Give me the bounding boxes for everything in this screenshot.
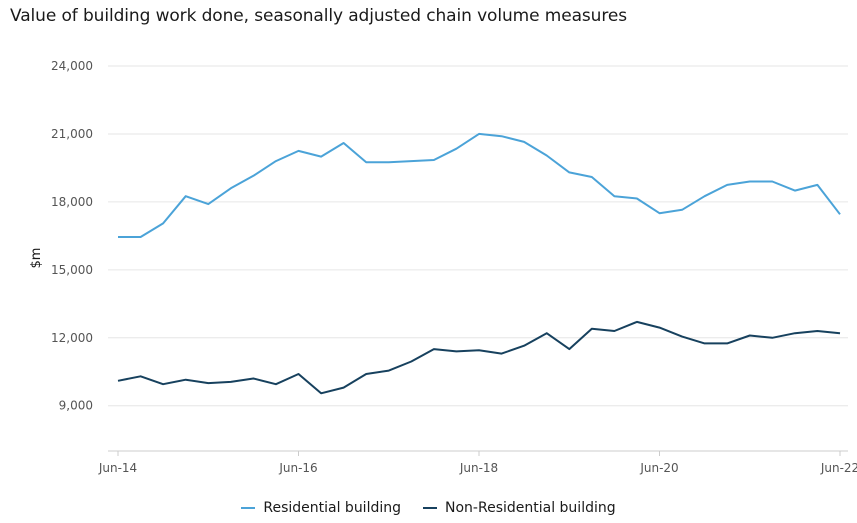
legend-item-non-residential[interactable]: Non-Residential building: [423, 500, 616, 516]
series-line-residential[interactable]: [118, 132, 841, 238]
data-point[interactable]: [228, 379, 234, 385]
x-tick-label: Jun-22: [820, 461, 857, 475]
data-point[interactable]: [657, 325, 663, 331]
y-tick-label: 15,000: [51, 263, 93, 277]
data-point[interactable]: [792, 330, 798, 336]
data-point[interactable]: [408, 359, 414, 365]
data-point[interactable]: [589, 326, 595, 332]
data-point[interactable]: [679, 207, 685, 213]
y-tick-label: 9,000: [59, 399, 93, 413]
y-axis-title: $m: [29, 248, 44, 269]
data-point[interactable]: [296, 148, 302, 154]
data-point[interactable]: [634, 195, 640, 201]
data-point[interactable]: [205, 201, 211, 207]
data-point[interactable]: [724, 340, 730, 346]
data-point[interactable]: [476, 131, 482, 137]
x-tick-label: Jun-14: [98, 461, 137, 475]
data-point[interactable]: [702, 193, 708, 199]
data-point[interactable]: [657, 210, 663, 216]
data-point[interactable]: [724, 182, 730, 188]
data-point[interactable]: [747, 333, 753, 339]
data-point[interactable]: [476, 347, 482, 353]
data-point[interactable]: [814, 328, 820, 334]
data-point[interactable]: [408, 158, 414, 164]
data-point[interactable]: [544, 330, 550, 336]
data-point[interactable]: [386, 368, 392, 374]
data-point[interactable]: [453, 348, 459, 354]
data-point[interactable]: [769, 335, 775, 341]
data-point[interactable]: [499, 133, 505, 139]
gridlines: [108, 65, 848, 407]
data-point[interactable]: [837, 211, 843, 217]
data-point[interactable]: [566, 169, 572, 175]
data-point[interactable]: [521, 343, 527, 349]
data-point[interactable]: [589, 174, 595, 180]
y-tick-label: 18,000: [51, 195, 93, 209]
data-point[interactable]: [386, 159, 392, 165]
y-tick-label: 24,000: [51, 59, 93, 73]
data-point[interactable]: [138, 234, 144, 240]
data-point[interactable]: [250, 173, 256, 179]
line-chart: 9,000 12,000 15,000 18,000 21,000 24,000 Jun-1…: [29, 59, 857, 475]
series-line-non-residential[interactable]: [117, 320, 841, 395]
data-point[interactable]: [341, 385, 347, 391]
data-point[interactable]: [115, 378, 121, 384]
data-point[interactable]: [814, 182, 820, 188]
data-point[interactable]: [205, 380, 211, 386]
data-point[interactable]: [228, 185, 234, 191]
data-point[interactable]: [566, 346, 572, 352]
data-point[interactable]: [273, 158, 279, 164]
data-point[interactable]: [363, 159, 369, 165]
data-point[interactable]: [769, 179, 775, 185]
data-point[interactable]: [431, 346, 437, 352]
data-point[interactable]: [296, 371, 302, 377]
data-point[interactable]: [431, 157, 437, 163]
legend-label-non-residential: Non-Residential building: [445, 500, 616, 516]
axes: 9,000 12,000 15,000 18,000 21,000 24,000 Jun-1…: [51, 59, 857, 475]
data-point[interactable]: [521, 139, 527, 145]
data-point[interactable]: [747, 179, 753, 185]
data-point[interactable]: [499, 351, 505, 357]
data-point[interactable]: [363, 371, 369, 377]
data-point[interactable]: [115, 234, 121, 240]
data-point[interactable]: [634, 319, 640, 325]
data-point[interactable]: [250, 376, 256, 382]
data-point[interactable]: [702, 340, 708, 346]
data-point[interactable]: [837, 330, 843, 336]
chart-title: Value of building work done, seasonally …: [10, 6, 627, 26]
x-tick-label: Jun-16: [278, 461, 317, 475]
data-point[interactable]: [611, 193, 617, 199]
data-point[interactable]: [611, 328, 617, 334]
data-point[interactable]: [318, 154, 324, 160]
data-point[interactable]: [160, 381, 166, 387]
legend-swatch-residential: [241, 507, 256, 509]
legend: Residential building Non-Residential bui…: [0, 500, 857, 516]
y-tick-label: 12,000: [51, 331, 93, 345]
x-tick-label: Jun-20: [639, 461, 678, 475]
data-point[interactable]: [183, 193, 189, 199]
data-point[interactable]: [679, 334, 685, 340]
series-lines: [115, 131, 843, 396]
data-point[interactable]: [183, 377, 189, 383]
data-point[interactable]: [792, 188, 798, 194]
legend-swatch-non-residential: [423, 507, 438, 509]
legend-label-residential: Residential building: [263, 500, 402, 516]
data-point[interactable]: [138, 373, 144, 379]
x-tick-label: Jun-18: [459, 461, 498, 475]
data-point[interactable]: [273, 381, 279, 387]
data-point[interactable]: [318, 390, 324, 396]
data-point[interactable]: [341, 140, 347, 146]
y-tick-label: 21,000: [51, 127, 93, 141]
data-point[interactable]: [544, 152, 550, 158]
data-point[interactable]: [160, 220, 166, 226]
data-point[interactable]: [453, 146, 459, 152]
legend-item-residential[interactable]: Residential building: [241, 500, 401, 516]
